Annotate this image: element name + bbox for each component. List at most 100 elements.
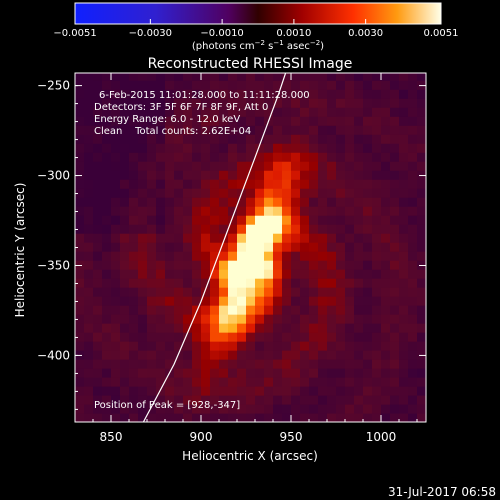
heatmap-cell (183, 341, 193, 351)
heatmap-cell (111, 341, 121, 351)
heatmap-cell (129, 188, 139, 198)
heatmap-cell (417, 278, 426, 288)
heatmap-cell (210, 413, 220, 422)
heatmap-cell (210, 116, 220, 126)
heatmap-cell (318, 314, 328, 324)
heatmap-cell (156, 215, 166, 225)
heatmap-cell (264, 170, 274, 180)
heatmap-cell (174, 107, 184, 117)
heatmap-cell (327, 413, 337, 422)
heatmap-cell (408, 224, 418, 234)
heatmap-cell (300, 80, 310, 90)
heatmap-cell (246, 134, 256, 144)
heatmap-cell (309, 80, 319, 90)
heatmap-cell (237, 242, 247, 252)
heatmap-cell (228, 116, 238, 126)
heatmap-cell (273, 359, 283, 369)
heatmap-cell (120, 215, 130, 225)
heatmap-cell (282, 395, 292, 405)
heatmap-cell (219, 107, 229, 117)
heatmap-cell (237, 125, 247, 135)
heatmap-cell (183, 260, 193, 270)
heatmap-cell (327, 251, 337, 261)
heatmap-cell (102, 215, 112, 225)
heatmap-cell (372, 152, 382, 162)
heatmap-cell (363, 224, 373, 234)
heatmap-cell (120, 296, 130, 306)
heatmap-cell (120, 188, 130, 198)
heatmap-cell (129, 251, 139, 261)
heatmap-cell (120, 197, 130, 207)
heatmap-cell (102, 278, 112, 288)
heatmap-cell (174, 359, 184, 369)
heatmap-cell (102, 89, 112, 99)
heatmap-cell (399, 89, 409, 99)
heatmap-cell (192, 332, 202, 342)
heatmap-cell (363, 350, 373, 360)
heatmap-cell (390, 80, 400, 90)
heatmap-cell (111, 386, 121, 396)
heatmap-cell (417, 143, 426, 153)
heatmap-cell (183, 359, 193, 369)
heatmap-cell (417, 251, 426, 261)
heatmap-cell (345, 242, 355, 252)
heatmap-cell (219, 305, 229, 315)
heatmap-cell (327, 233, 337, 243)
heatmap-cell (372, 305, 382, 315)
heatmap-cell (210, 89, 220, 99)
heatmap-cell (336, 251, 346, 261)
heatmap-cell (309, 125, 319, 135)
heatmap-cell (255, 242, 265, 252)
heatmap-cell (381, 395, 391, 405)
heatmap-cell (201, 269, 211, 279)
heatmap-cell (246, 251, 256, 261)
heatmap-cell (228, 287, 238, 297)
heatmap-cell (84, 413, 94, 422)
heatmap-cell (309, 188, 319, 198)
heatmap-cell (183, 125, 193, 135)
heatmap-cell (372, 179, 382, 189)
heatmap-cell (102, 80, 112, 90)
heatmap-cell (138, 224, 148, 234)
x-tick-label: 900 (190, 430, 213, 444)
heatmap-cell (93, 73, 103, 81)
heatmap-cell (75, 287, 85, 297)
heatmap-cell (111, 73, 121, 81)
heatmap-cell (345, 170, 355, 180)
heatmap-cell (399, 224, 409, 234)
heatmap-cell (228, 368, 238, 378)
heatmap-cell (273, 206, 283, 216)
heatmap-cell (147, 323, 157, 333)
heatmap-cell (174, 332, 184, 342)
heatmap-cell (336, 73, 346, 81)
heatmap-cell (273, 377, 283, 387)
heatmap-cell (93, 197, 103, 207)
heatmap-cell (309, 359, 319, 369)
heatmap-cell (102, 413, 112, 422)
heatmap-cell (399, 98, 409, 108)
heatmap-cell (417, 305, 426, 315)
heatmap-cell (354, 395, 364, 405)
heatmap-cell (246, 143, 256, 153)
heatmap-cell (210, 341, 220, 351)
heatmap-cell (165, 179, 175, 189)
heatmap-cell (390, 224, 400, 234)
heatmap-cell (318, 395, 328, 405)
heatmap-cell (192, 341, 202, 351)
heatmap-cell (282, 161, 292, 171)
heatmap-cell (264, 179, 274, 189)
heatmap-cell (93, 98, 103, 108)
heatmap-cell (192, 152, 202, 162)
heatmap-cell (111, 206, 121, 216)
colorbar-frame (74, 2, 442, 25)
heatmap-cell (390, 296, 400, 306)
heatmap-cell (102, 170, 112, 180)
heatmap-cell (201, 206, 211, 216)
heatmap-cell (264, 359, 274, 369)
heatmap-cell (210, 395, 220, 405)
heatmap-cell (300, 269, 310, 279)
heatmap-cell (138, 323, 148, 333)
heatmap-cell (138, 260, 148, 270)
heatmap-cell (156, 386, 166, 396)
heatmap-cell (336, 305, 346, 315)
